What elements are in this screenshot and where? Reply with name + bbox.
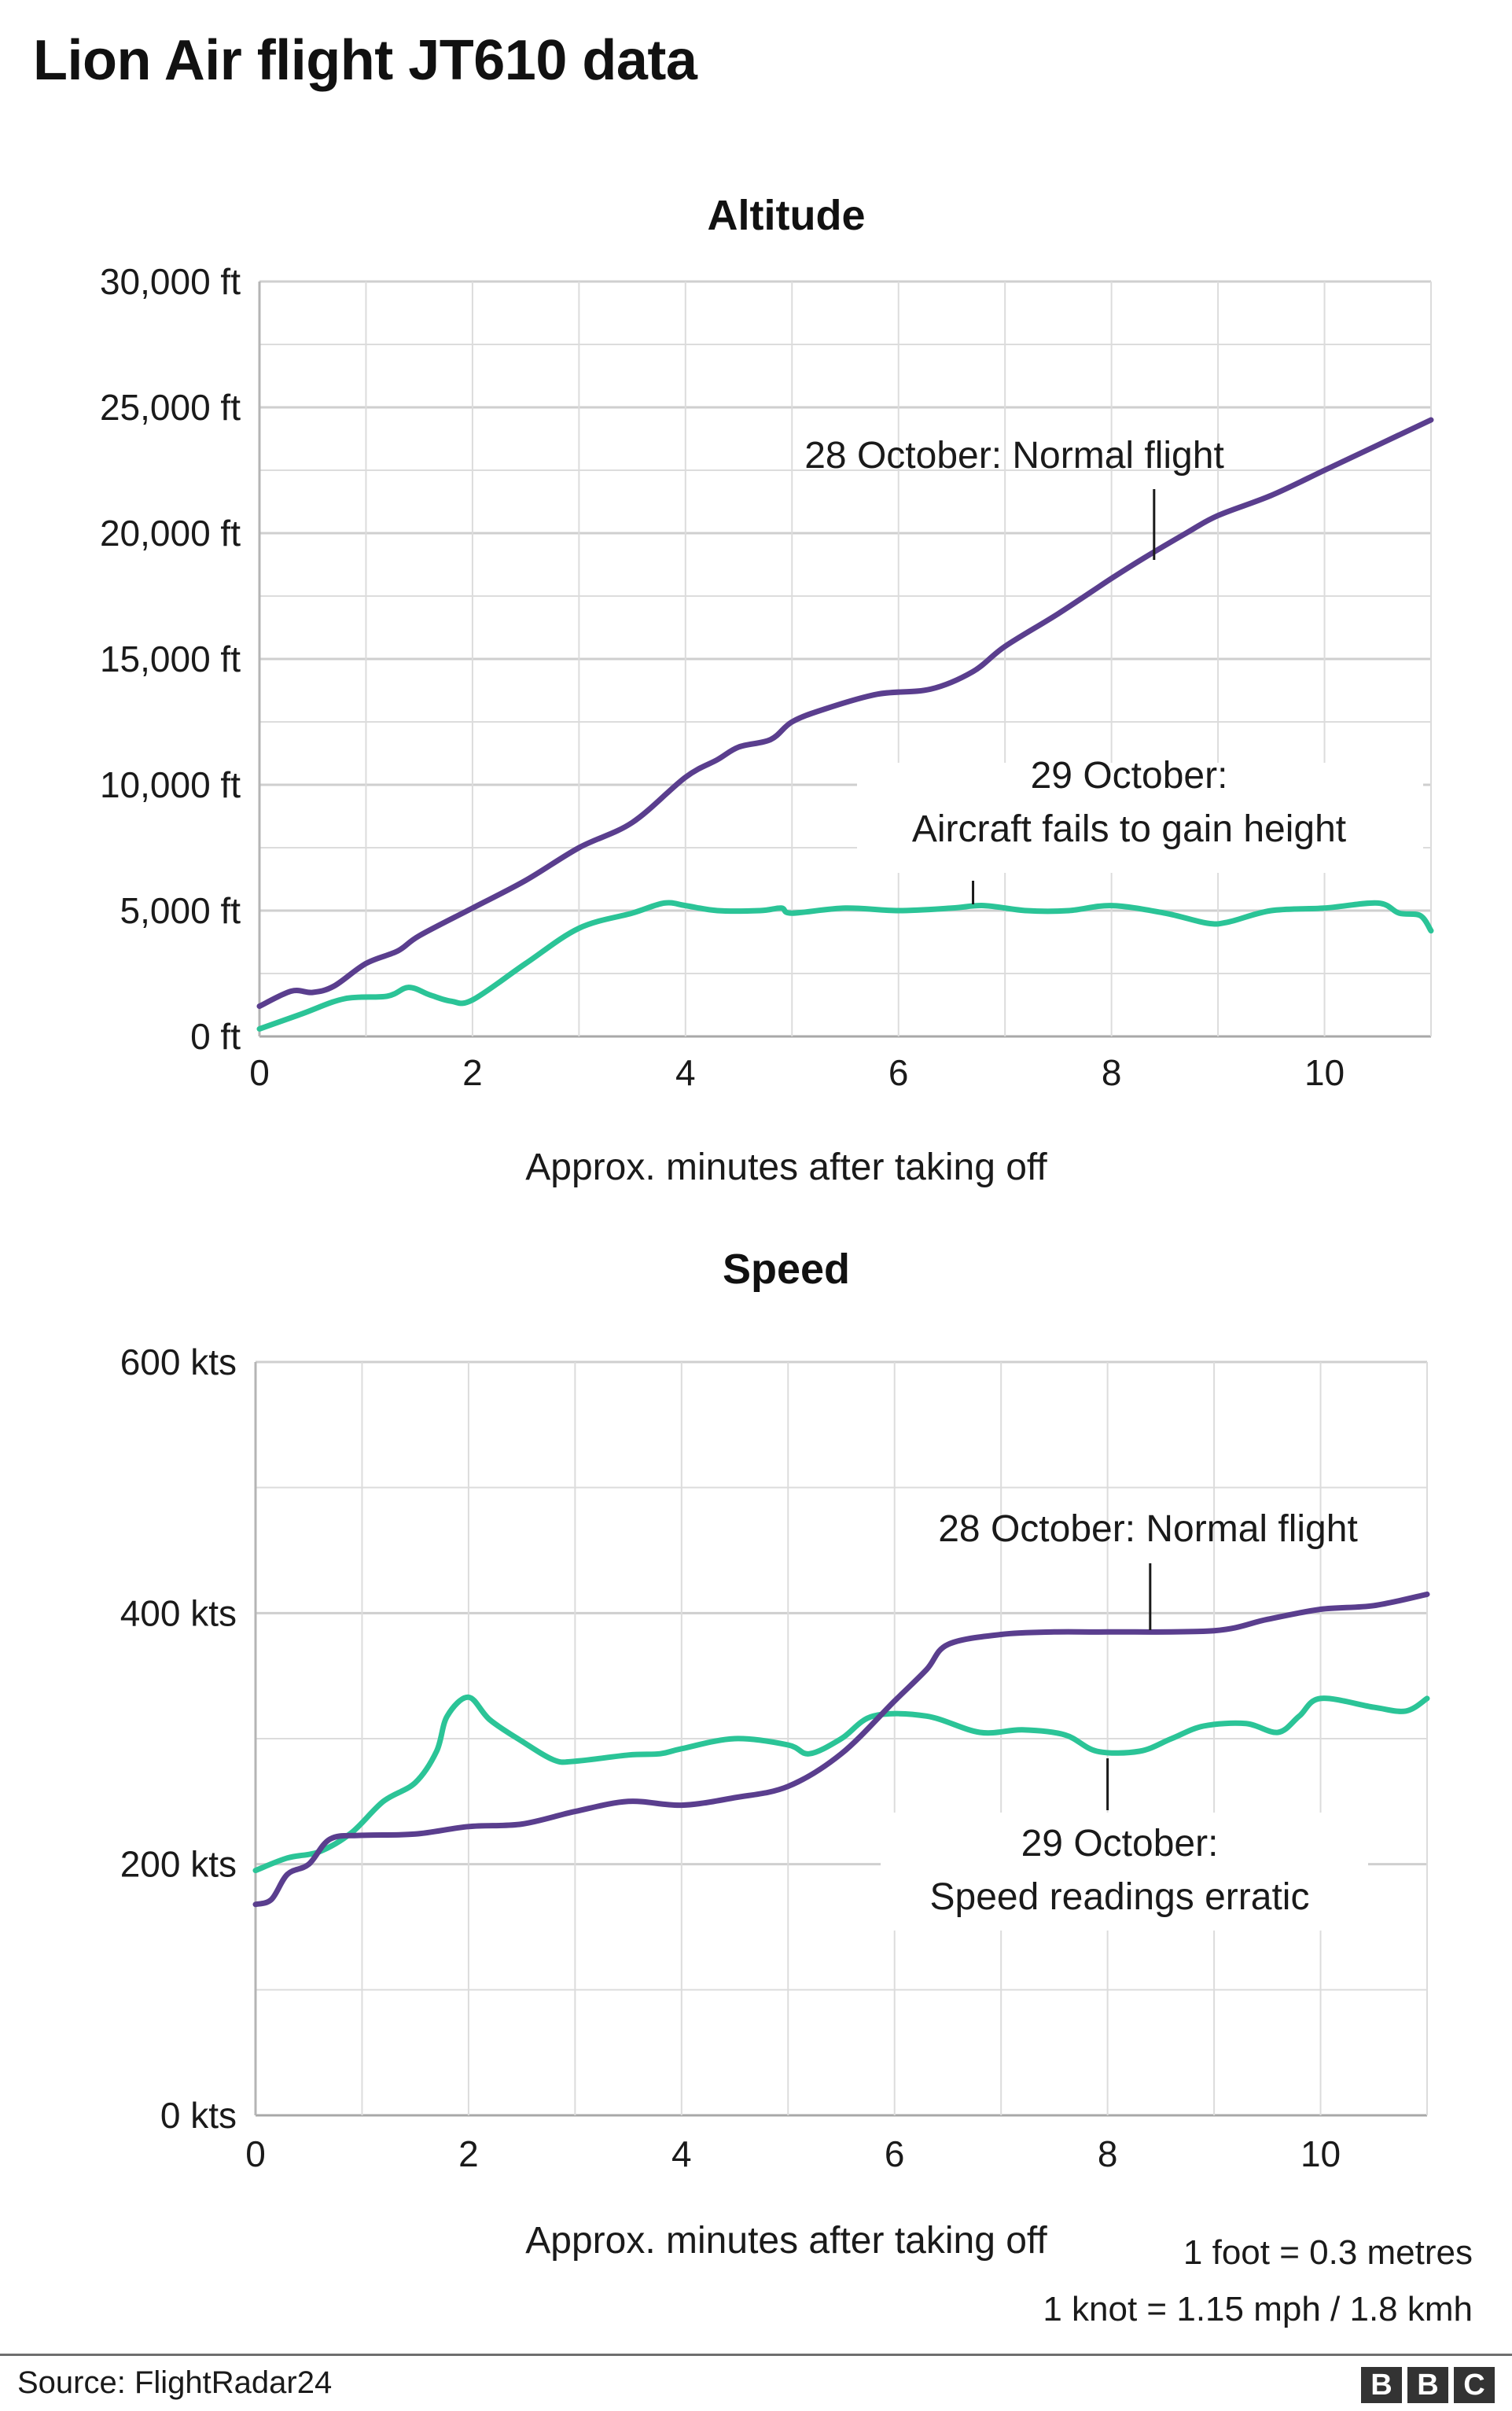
series-line-normal-flight (256, 417, 1434, 1010)
bbc-logo-letter: B (1361, 2367, 1402, 2403)
x-axis-label: Approx. minutes after taking off (525, 1147, 1047, 1188)
page-title: Lion Air flight JT610 data (33, 29, 697, 92)
bbc-logo: B B C (1361, 2367, 1495, 2403)
series-line-october-29 (256, 900, 1434, 1032)
annotation: 28 October: Normal flight (804, 435, 1224, 560)
conversion-note-knots: 1 knot = 1.15 mph / 1.8 kmh (1043, 2290, 1473, 2328)
y-tick-label: 600 kts (120, 1342, 237, 1382)
x-tick-label: 8 (1098, 2133, 1118, 2174)
y-tick-label: 200 kts (120, 1844, 237, 1885)
speed-chart: Speed 0 kts 200 kts 400 kts 600 kts 0 2 4 6 8 10 Ap… (0, 1227, 1512, 2262)
annotation: 29 October: Aircraft fails to gain height (912, 755, 1346, 904)
annotation-text: 28 October: Normal flight (938, 1508, 1358, 1550)
annotation: 29 October: Speed readings erratic (930, 1758, 1310, 1918)
annotation-text: Speed readings erratic (930, 1876, 1310, 1918)
y-tick-label: 25,000 ft (100, 387, 241, 428)
annotation-background (881, 1813, 1368, 1931)
conversion-note-feet: 1 foot = 0.3 metres (1183, 2233, 1473, 2272)
y-tick-label: 400 kts (120, 1592, 237, 1633)
speed-chart-svg: Speed 0 kts 200 kts 400 kts 600 kts 0 2 4 6 8 10 Ap… (120, 1246, 1430, 2262)
source-credit: Source: FlightRadar24 (17, 2365, 333, 2400)
footer-divider (0, 2354, 1512, 2356)
chart-title: Altitude (708, 192, 866, 239)
x-tick-label: 0 (249, 1052, 270, 1093)
x-tick-label: 2 (462, 1052, 483, 1093)
annotation-text: 29 October: (1031, 755, 1228, 797)
x-tick-label: 8 (1102, 1052, 1122, 1093)
x-tick-label: 6 (888, 1052, 909, 1093)
series-line-october-29 (252, 1694, 1430, 1874)
chart-title: Speed (723, 1246, 850, 1293)
annotation-text: Aircraft fails to gain height (912, 808, 1346, 850)
x-axis-label: Approx. minutes after taking off (525, 2220, 1047, 2262)
bbc-logo-letter: B (1407, 2367, 1448, 2403)
x-tick-label: 10 (1300, 2133, 1341, 2174)
annotation-background (857, 763, 1423, 873)
y-tick-label: 30,000 ft (100, 261, 241, 302)
altitude-chart: Altitude 0 ft 5,000 ft 10,000 ft 15,000 ft 20… (0, 181, 1512, 1203)
x-tick-label: 2 (458, 2133, 479, 2174)
annotation-text: 28 October: Normal flight (804, 435, 1224, 477)
annotation-text: 29 October: (1021, 1823, 1219, 1864)
y-tick-label: 15,000 ft (100, 639, 241, 679)
y-tick-label: 10,000 ft (100, 764, 241, 805)
series-line-normal-flight (252, 1591, 1430, 1908)
x-tick-label: 10 (1304, 1052, 1345, 1093)
x-tick-label: 0 (245, 2133, 266, 2174)
x-tick-label: 6 (885, 2133, 905, 2174)
y-tick-label: 5,000 ft (120, 890, 241, 931)
bbc-logo-letter: C (1454, 2367, 1495, 2403)
x-tick-label: 4 (671, 2133, 692, 2174)
y-tick-label: 0 kts (160, 2095, 237, 2136)
annotation: 28 October: Normal flight (938, 1508, 1358, 1630)
y-tick-label: 0 ft (190, 1016, 241, 1057)
x-tick-label: 4 (675, 1052, 696, 1093)
y-tick-label: 20,000 ft (100, 513, 241, 554)
